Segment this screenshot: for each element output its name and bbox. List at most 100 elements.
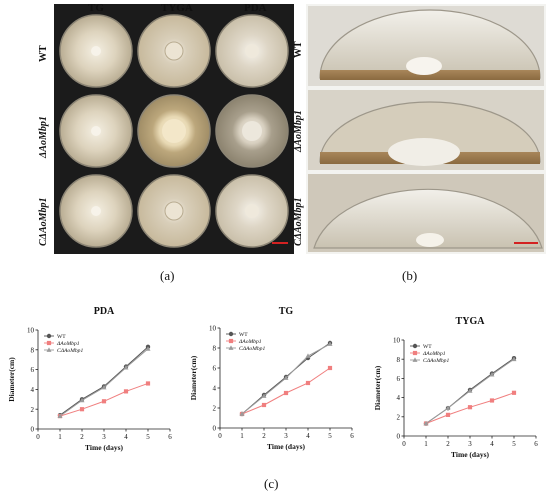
data-point (101, 384, 107, 390)
chart-title: TG (279, 306, 294, 317)
data-point (467, 405, 473, 410)
x-tick-label: 5 (512, 440, 516, 448)
data-point (489, 371, 495, 377)
data-point (145, 381, 151, 386)
legend-label: ΔAoMbp1 (422, 351, 446, 357)
legend-label: ΔAoMbp1 (56, 341, 80, 347)
x-tick-label: 5 (328, 432, 332, 440)
panel-b-row-mutant: ΔAoMbp1 (293, 110, 304, 152)
panel-a-row-complement: CΔAoMbp1 (38, 197, 49, 246)
y-tick-label: 6 (31, 366, 35, 374)
x-tick-label: 6 (168, 433, 172, 441)
line-chart-tyga: TYGA 0 2 4 6 8 10 0 1 2 3 4 5 6 Time (days) Diameter(cm… (373, 316, 538, 459)
y-tick-label: 8 (397, 356, 401, 364)
panel-c-caption: (c) (264, 476, 279, 491)
legend-marker (46, 340, 52, 346)
scale-bar (272, 242, 288, 244)
data-point (145, 346, 151, 351)
line-chart-pda: PDA 0 2 4 6 8 10 0 1 2 3 4 5 6 Time (days) Diameter(cm)… (7, 306, 172, 452)
x-tick-label: 4 (124, 433, 128, 441)
data-point (261, 402, 267, 408)
y-tick-label: 8 (31, 346, 35, 354)
data-point (511, 356, 517, 362)
y-axis-label: Diameter(cm) (7, 357, 16, 402)
panel-b-caption: (b) (402, 268, 418, 283)
panel-a-row-mutant: ΔAoMbp1 (38, 116, 49, 158)
data-point (445, 405, 451, 411)
data-point (327, 341, 333, 346)
y-tick-label: 4 (31, 386, 35, 394)
data-point (101, 399, 107, 404)
data-point (305, 353, 311, 358)
series-line (59, 346, 149, 416)
panel-a-col-tg: TG (88, 2, 104, 14)
x-tick-label: 1 (424, 440, 428, 448)
legend-label: WT (239, 332, 248, 338)
x-tick-label: 2 (80, 433, 84, 441)
legend-label: CΔAoMbp1 (239, 346, 265, 352)
panel-b-dish-photos (306, 4, 546, 254)
data-point (283, 375, 289, 380)
y-tick-label: 8 (213, 345, 217, 353)
y-axis-label: Diameter(cm) (373, 365, 382, 410)
data-point (57, 413, 63, 419)
y-tick-label: 6 (397, 375, 401, 383)
legend-marker (412, 343, 418, 349)
y-tick-label: 6 (213, 365, 217, 373)
panel-a-caption: (a) (160, 268, 175, 283)
x-tick-label: 3 (102, 433, 106, 441)
y-tick-label: 2 (213, 405, 217, 413)
legend-label: CΔAoMbp1 (57, 348, 83, 354)
y-tick-label: 10 (27, 327, 35, 335)
data-point (511, 390, 517, 395)
y-tick-label: 2 (31, 406, 35, 414)
legend-label: WT (57, 334, 66, 340)
y-tick-label: 4 (213, 385, 217, 393)
chart-title: PDA (94, 306, 115, 317)
scale-bar (514, 242, 538, 244)
data-point (423, 420, 429, 426)
chart-title: TYGA (456, 316, 486, 327)
legend-marker (412, 350, 418, 356)
x-axis-label: Time (days) (267, 442, 305, 451)
data-point (261, 393, 267, 398)
dish-side-photos (308, 6, 544, 252)
legend-label: ΔAoMbp1 (238, 339, 262, 345)
legend-label: WT (423, 344, 432, 350)
y-tick-label: 4 (397, 394, 401, 402)
x-axis-label: Time (days) (451, 450, 489, 459)
y-tick-label: 10 (393, 337, 401, 345)
panel-b-row-complement: CΔAoMbp1 (293, 197, 304, 246)
data-point (123, 389, 129, 394)
data-point (79, 397, 85, 403)
data-point (283, 390, 289, 396)
legend-marker (412, 357, 418, 362)
data-point (239, 411, 245, 416)
legend-marker (228, 331, 234, 337)
x-tick-label: 4 (306, 432, 310, 440)
x-tick-label: 6 (350, 432, 354, 440)
data-point (489, 398, 495, 403)
x-tick-label: 0 (218, 432, 222, 440)
x-tick-label: 1 (58, 433, 62, 441)
legend-marker (46, 333, 52, 339)
x-tick-label: 3 (468, 440, 472, 448)
x-tick-label: 0 (402, 440, 406, 448)
y-tick-label: 0 (213, 425, 217, 433)
x-tick-label: 6 (534, 440, 538, 448)
panel-a-col-pda: PDA (244, 2, 267, 14)
x-axis-label: Time (days) (85, 443, 123, 452)
x-tick-label: 1 (240, 432, 244, 440)
panel-a-col-tyga: TYGA (161, 2, 193, 14)
y-axis-label: Diameter(cm) (189, 355, 198, 400)
data-point (327, 365, 333, 371)
x-tick-label: 4 (490, 440, 494, 448)
panel-a-row-wt: WT (38, 45, 49, 62)
x-tick-label: 2 (262, 432, 266, 440)
plate-photo-grid (59, 14, 289, 248)
legend-marker (228, 338, 234, 344)
data-point (305, 380, 311, 386)
data-point (445, 412, 451, 417)
y-tick-label: 2 (397, 413, 401, 421)
legend-marker (46, 347, 52, 352)
